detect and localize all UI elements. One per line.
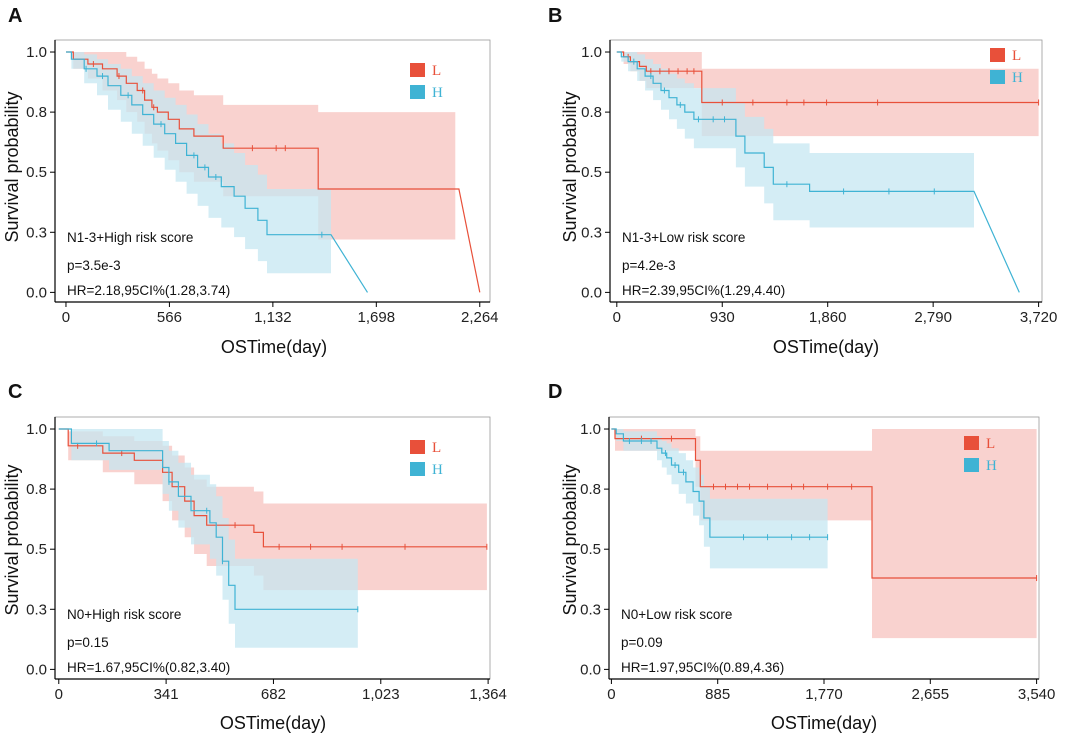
panel-d-x-axis-title: OSTime(day) xyxy=(771,713,877,733)
panel-d-legend-swatch-l xyxy=(964,436,979,450)
panel-d-y-tick-label: 0.3 xyxy=(580,601,601,618)
panel-a-h-ci-band xyxy=(66,52,331,274)
panel-a-x-tick-label: 0 xyxy=(62,309,70,326)
panel-b-legend-label-l: L xyxy=(1012,48,1021,64)
panel-c-y-axis-title: Survival probability xyxy=(2,464,22,615)
panel-d-l-survival-line xyxy=(611,428,1037,579)
panel-a-annotation: HR=2.18,95CI%(1.28,3.74) xyxy=(67,283,230,298)
panel-c-x-tick-label: 682 xyxy=(261,686,286,703)
panel-a-legend-swatch-l xyxy=(410,63,425,77)
panel-b-h-ci-band xyxy=(616,52,974,228)
panel-b-annotation: p=4.2e-3 xyxy=(622,258,676,273)
panel-c-y-tick-label: 0.0 xyxy=(26,661,47,678)
panel-d-x-tick-label: 3,540 xyxy=(1018,686,1056,703)
panel-c-x-tick-label: 0 xyxy=(55,686,63,703)
panel-c-letter: C xyxy=(8,381,22,403)
panel-a-l-survival-line xyxy=(66,51,481,293)
panel-c-y-tick-label: 1.0 xyxy=(26,421,47,438)
panel-d-y-tick-label: 0.8 xyxy=(580,481,601,498)
panel-a-x-tick-label: 566 xyxy=(157,309,182,326)
panel-b-annotation: HR=2.39,95CI%(1.29,4.40) xyxy=(622,283,785,298)
panel-d-h-ci-band xyxy=(611,429,828,569)
panel-b-x-tick-label: 0 xyxy=(613,309,621,326)
panel-c-y-tick-label: 0.8 xyxy=(26,481,47,498)
panel-a-letter: A xyxy=(8,5,22,27)
panel-c-annotation: N0+High risk score xyxy=(67,607,181,622)
panel-b-legend-swatch-l xyxy=(990,48,1005,62)
panel-a-legend-swatch-h xyxy=(410,85,425,99)
panel-d-legend-label-h: H xyxy=(986,458,997,474)
panel-c-y-tick-label: 0.5 xyxy=(26,541,47,558)
panel-a-y-tick-label: 0.0 xyxy=(26,284,47,301)
panel-c-annotation: HR=1.67,95CI%(0.82,3.40) xyxy=(67,660,230,675)
panel-b-y-tick-label: 0.3 xyxy=(581,224,602,241)
panel-b-legend-swatch-h xyxy=(990,70,1005,84)
panel-b-y-tick-label: 0.8 xyxy=(581,104,602,121)
panel-a-y-tick-label: 0.8 xyxy=(26,104,47,121)
panel-d-y-tick-label: 0.5 xyxy=(580,541,601,558)
panel-d-x-tick-label: 1,770 xyxy=(805,686,843,703)
panel-c-x-tick-label: 341 xyxy=(154,686,179,703)
panel-d-x-tick-label: 885 xyxy=(705,686,730,703)
panel-c-legend-swatch-l xyxy=(410,440,425,454)
panel-a-annotation: N1-3+High risk score xyxy=(67,230,193,245)
panel-d-y-tick-label: 1.0 xyxy=(580,421,601,438)
panel-b-annotation: N1-3+Low risk score xyxy=(622,230,745,245)
panel-a-x-tick-label: 1,698 xyxy=(358,309,396,326)
panel-a-legend-label-h: H xyxy=(432,85,443,101)
panel-a-x-tick-label: 1,132 xyxy=(254,309,292,326)
panel-d-y-axis-title: Survival probability xyxy=(560,464,580,615)
panel-b-legend-label-h: H xyxy=(1012,70,1023,86)
panel-b-x-axis-title: OSTime(day) xyxy=(773,337,879,357)
panel-d-annotation: HR=1.97,95CI%(0.89,4.36) xyxy=(621,660,784,675)
panel-d-l-ci-band xyxy=(611,429,1037,639)
panel-b-h-survival-line xyxy=(616,51,1020,293)
panel-d-legend-label-l: L xyxy=(986,436,995,452)
panel-d-letter: D xyxy=(548,381,562,403)
panel-c-h-ci-band xyxy=(58,429,358,648)
panel-b-y-tick-label: 0.5 xyxy=(581,164,602,181)
panel-a-y-tick-label: 1.0 xyxy=(26,44,47,61)
panel-a-x-tick-label: 2,264 xyxy=(461,309,499,326)
panel-b-x-tick-label: 2,790 xyxy=(914,309,952,326)
panel-a-h-survival-line xyxy=(66,51,369,293)
panel-d-x-tick-label: 0 xyxy=(607,686,615,703)
panel-b-letter: B xyxy=(548,5,562,27)
panel-c-y-tick-label: 0.3 xyxy=(26,601,47,618)
panel-a-annotation: p=3.5e-3 xyxy=(67,258,121,273)
panel-b-y-tick-label: 0.0 xyxy=(581,284,602,301)
panel-d-y-tick-label: 0.0 xyxy=(580,661,601,678)
panel-c-annotation: p=0.15 xyxy=(67,635,109,650)
panel-a-y-tick-label: 0.5 xyxy=(26,164,47,181)
panel-a-y-axis-title: Survival probability xyxy=(2,91,22,242)
panel-c-legend-label-h: H xyxy=(432,462,443,478)
panel-a-y-tick-label: 0.3 xyxy=(26,224,47,241)
panel-b-x-tick-label: 930 xyxy=(710,309,735,326)
panel-b-y-axis-title: Survival probability xyxy=(560,91,580,242)
panel-b-y-tick-label: 1.0 xyxy=(581,44,602,61)
panel-c-x-tick-label: 1,023 xyxy=(362,686,400,703)
panel-c-legend-swatch-h xyxy=(410,462,425,476)
panel-c-x-tick-label: 1,364 xyxy=(469,686,507,703)
panel-c-x-axis-title: OSTime(day) xyxy=(220,713,326,733)
panel-b-x-tick-label: 3,720 xyxy=(1020,309,1058,326)
panel-b-x-tick-label: 1,860 xyxy=(809,309,847,326)
panel-d-legend-swatch-h xyxy=(964,458,979,472)
panel-c-h-survival-line xyxy=(58,428,358,610)
panel-a-legend-label-l: L xyxy=(432,63,441,79)
panel-d-annotation: N0+Low risk score xyxy=(621,607,732,622)
panel-d-x-tick-label: 2,655 xyxy=(912,686,950,703)
panel-c-legend-label-l: L xyxy=(432,440,441,456)
panel-a-x-axis-title: OSTime(day) xyxy=(221,337,327,357)
panel-d-annotation: p=0.09 xyxy=(621,635,663,650)
